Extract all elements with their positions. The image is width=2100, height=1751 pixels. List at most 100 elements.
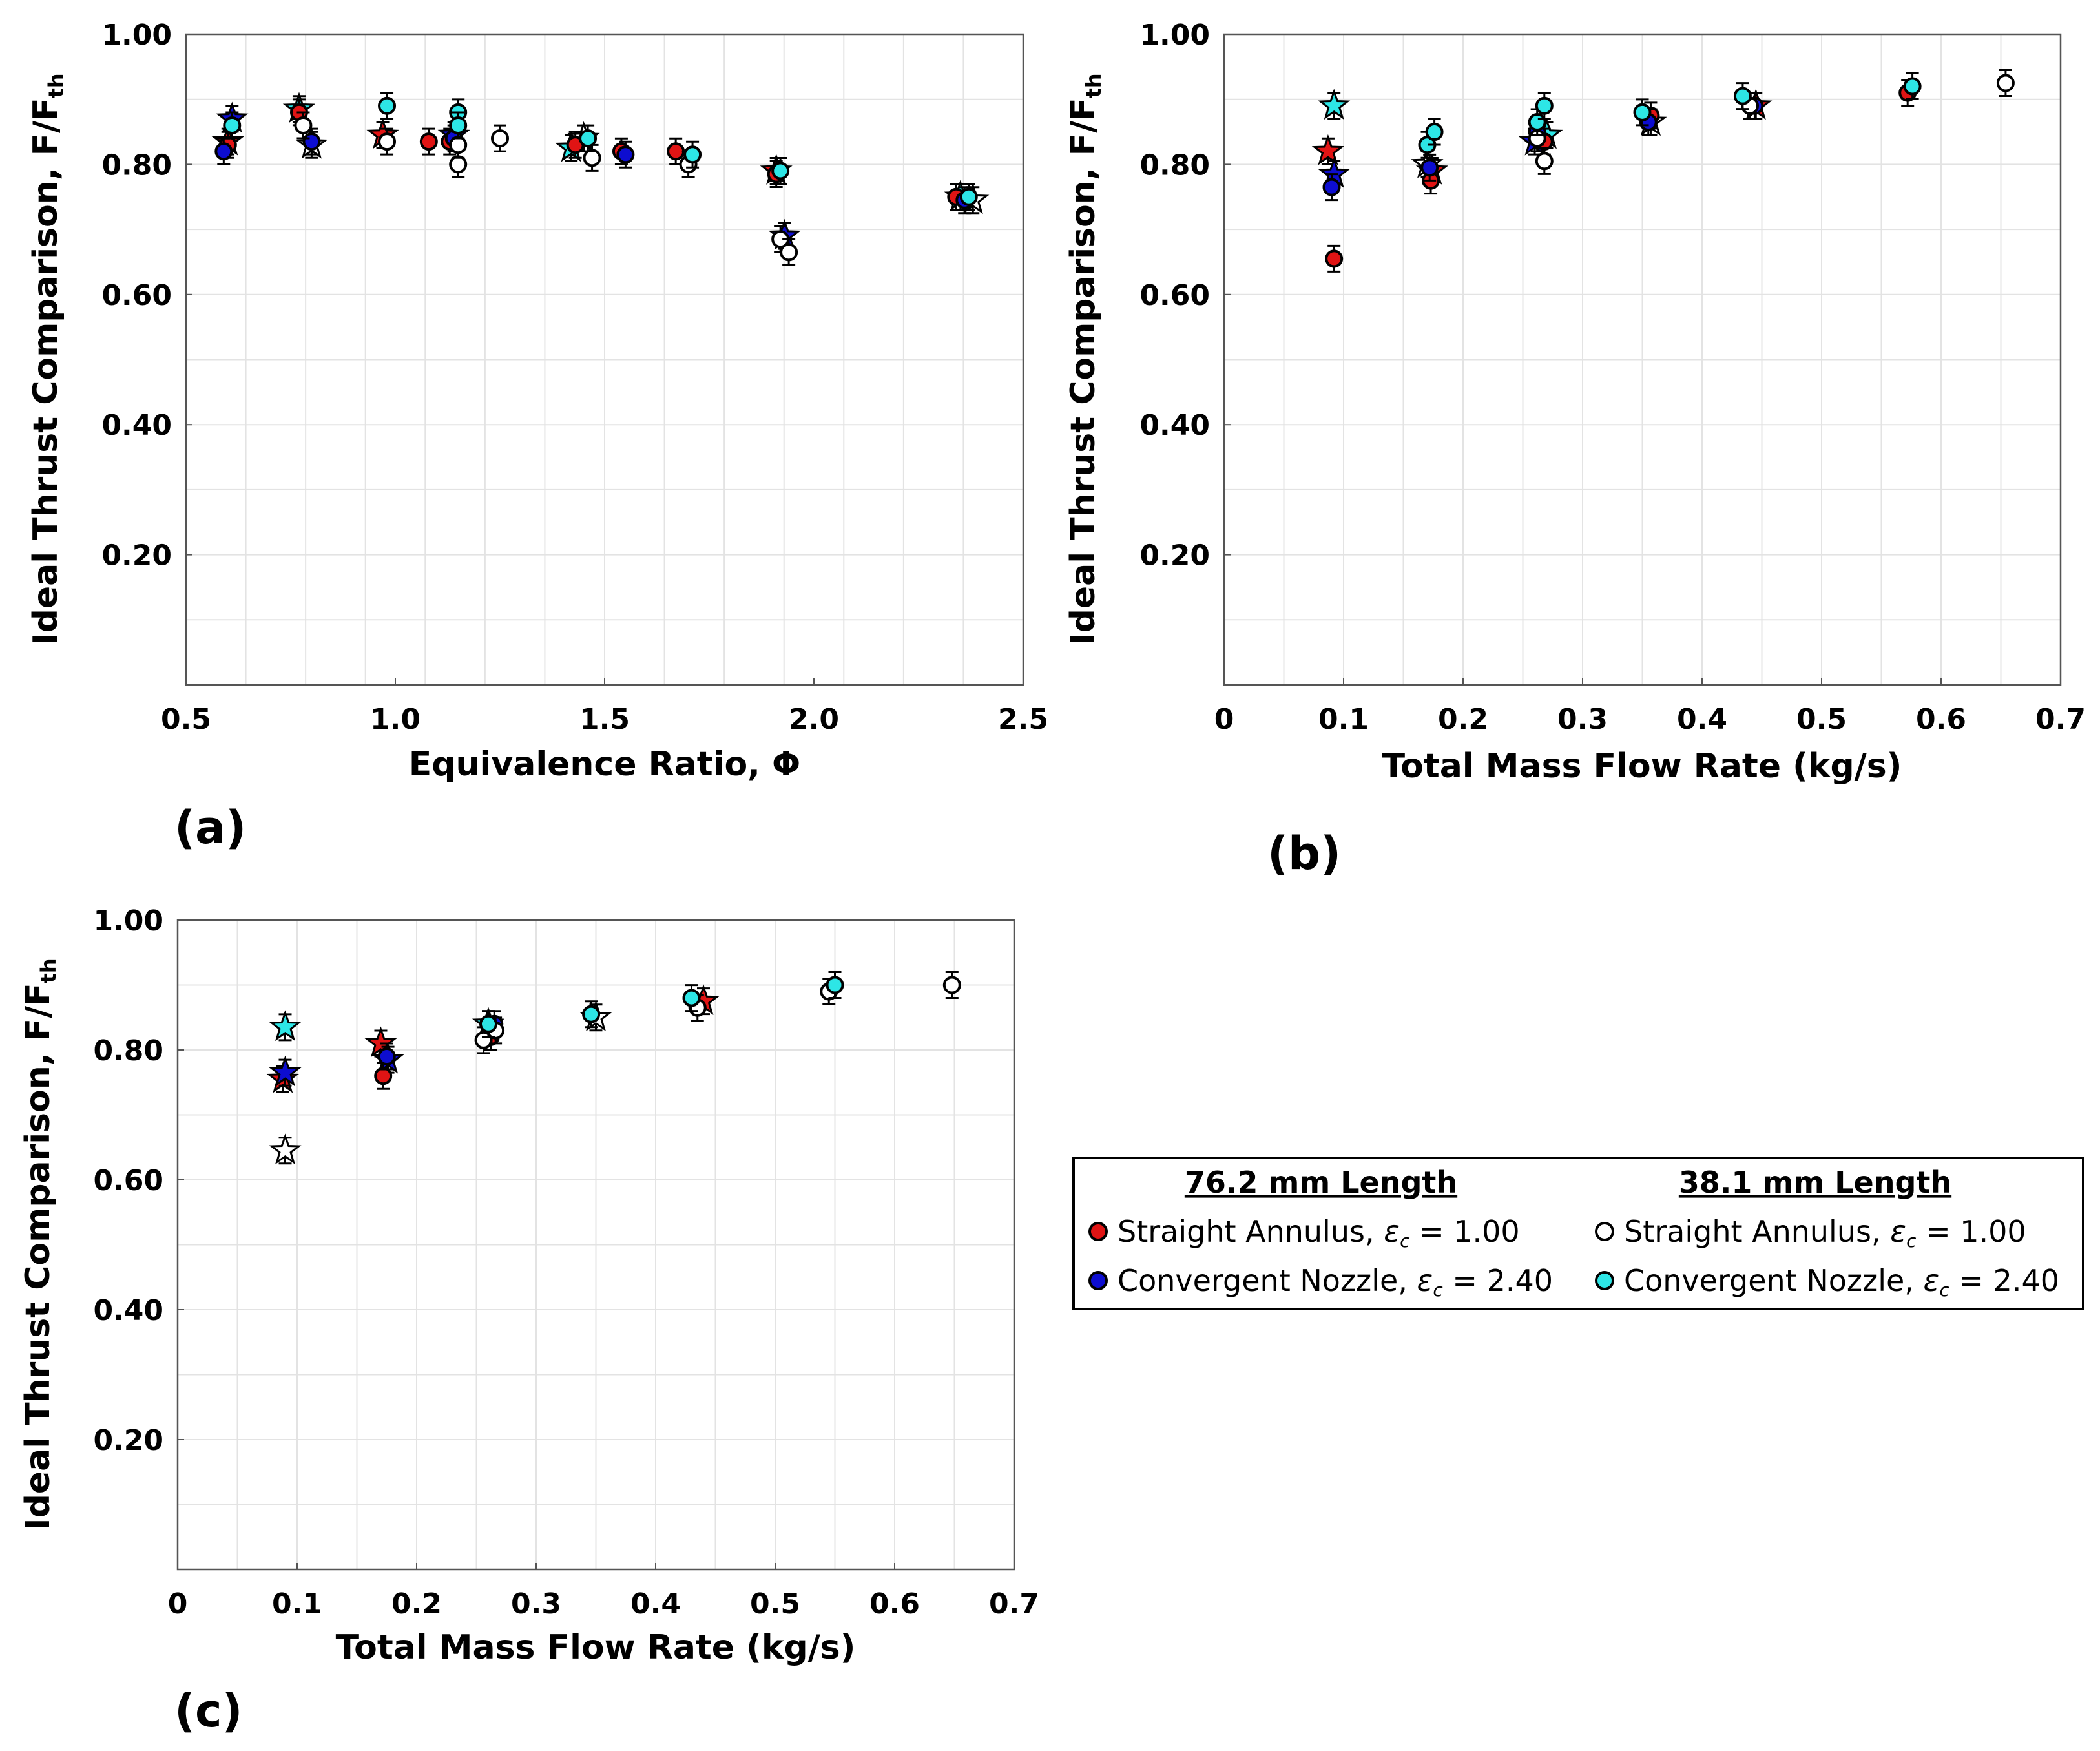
data-point-star: [1318, 89, 1351, 120]
y-tick-label: 1.00: [101, 19, 172, 52]
data-point-star: [269, 1055, 302, 1087]
x-tick-label: 2.5: [998, 703, 1048, 736]
data-point: [1325, 249, 1344, 268]
data-point: [294, 116, 313, 134]
data-point: [1535, 152, 1554, 171]
x-tick-label: 0.4: [1677, 703, 1727, 736]
x-tick-label: 0.3: [1557, 703, 1608, 736]
data-marks-a: [211, 92, 990, 266]
legend-marker-straight-38: [1595, 1222, 1614, 1241]
legend-marker-convergent-38: [1595, 1271, 1614, 1290]
y-tick-label: 0.40: [1139, 409, 1210, 442]
tick-labels-b: 0.20 0.40 0.60 0.80 1.00 0 0.1 0.2 0.3 0.4 0.5 0.6 0…: [1139, 19, 2086, 736]
tick-labels-a: 0.20 0.40 0.60 0.80 1.00 0.5 1.0 1.5 2.0 2.5: [101, 19, 1048, 736]
x-tick-label: 0: [168, 1588, 188, 1620]
data-point: [223, 116, 242, 134]
y-tick-label: 0.60: [1139, 279, 1210, 312]
y-tick-label: 1.00: [93, 905, 163, 938]
x-tick-label: 0.5: [750, 1588, 800, 1620]
data-point: [1420, 158, 1439, 177]
x-tick-label: 0.5: [161, 703, 211, 736]
data-point: [214, 142, 233, 161]
x-tick-label: 0.1: [1318, 703, 1369, 736]
x-tick-label: 0.2: [1438, 703, 1488, 736]
x-tick-label: 0.6: [1916, 703, 1966, 736]
data-point-star: [269, 1133, 302, 1165]
legend-marker-straight-76: [1088, 1222, 1108, 1241]
legend-label-straight-76: Straight Annulus, εc = 1.00: [1118, 1214, 1520, 1252]
data-point: [302, 132, 321, 151]
data-point: [449, 116, 468, 134]
data-point: [683, 145, 702, 164]
y-tick-label: 0.80: [93, 1034, 163, 1067]
chart-panel-c: 0.20 0.40 0.60 0.80 1.00 0 0.1 0.2 0.3 0.4 0.5 0.6 0…: [19, 905, 1039, 1737]
data-point-star: [1311, 134, 1345, 165]
legend-label-straight-38: Straight Annulus, εc = 1.00: [1624, 1214, 2026, 1252]
data-point: [1633, 103, 1652, 121]
data-point-star: [364, 1026, 397, 1058]
data-point: [1322, 178, 1341, 196]
data-point: [667, 142, 685, 161]
data-point: [959, 187, 978, 206]
data-marks-b: [1311, 69, 2015, 273]
x-tick-label: 0.2: [391, 1588, 442, 1620]
data-point: [449, 155, 468, 174]
y-tick-label: 0.40: [93, 1294, 163, 1327]
data-point: [377, 1047, 396, 1066]
x-tick-label: 0.7: [2035, 703, 2086, 736]
y-tick-label: 0.20: [1139, 540, 1210, 572]
data-point: [1425, 123, 1444, 142]
x-tick-label: 0: [1214, 703, 1234, 736]
x-axis-label-c: Total Mass Flow Rate (kg/s): [336, 1628, 856, 1667]
data-point: [419, 132, 438, 151]
y-tick-label: 0.60: [93, 1164, 163, 1197]
grid-b: [1224, 34, 2061, 685]
data-point: [942, 976, 961, 994]
plot-frame-b: [1223, 33, 2062, 686]
x-tick-label: 2.0: [789, 703, 839, 736]
panel-label-c: (c): [174, 1684, 242, 1737]
data-point: [780, 243, 798, 262]
y-tick-label: 0.80: [1139, 149, 1210, 182]
data-point: [1996, 74, 2015, 92]
y-tick-label: 0.60: [101, 279, 172, 312]
y-tick-label: 1.00: [1139, 19, 1210, 52]
y-tick-label: 0.80: [101, 149, 172, 182]
data-point: [1733, 87, 1752, 105]
y-tick-label: 0.20: [101, 540, 172, 572]
x-tick-label: 0.6: [869, 1588, 920, 1620]
legend-marker-convergent-76: [1088, 1271, 1108, 1290]
x-tick-label: 1.5: [579, 703, 630, 736]
panel-label-b: (b): [1267, 827, 1341, 880]
tick-labels-c: 0.20 0.40 0.60 0.80 1.00 0 0.1 0.2 0.3 0.4 0.5 0.6 0…: [93, 905, 1039, 1620]
y-tick-label: 0.20: [93, 1424, 163, 1457]
data-point: [378, 132, 397, 151]
y-axis-label-c: Ideal Thrust Comparison, F/Fth: [19, 958, 61, 1530]
data-point: [583, 149, 601, 167]
x-axis-label-b: Total Mass Flow Rate (kg/s): [1382, 747, 1902, 786]
y-tick-label: 0.40: [101, 409, 172, 442]
x-tick-label: 0.3: [511, 1588, 561, 1620]
data-point-star: [269, 1010, 302, 1042]
x-tick-label: 0.7: [989, 1588, 1039, 1620]
data-point: [449, 136, 468, 154]
x-tick-label: 0.4: [630, 1588, 681, 1620]
data-point: [491, 129, 509, 148]
data-point: [479, 1014, 497, 1033]
panel-label-a: (a): [174, 801, 246, 854]
legend-title-38: 38.1 mm Length: [1679, 1165, 1951, 1200]
x-tick-label: 0.5: [1796, 703, 1847, 736]
data-point: [1528, 112, 1546, 131]
chart-panel-a: 0.20 0.40 0.60 0.80 1.00 0.5 1.0 1.5 2.0 2.5 Equi…: [26, 19, 1048, 854]
plot-frame-c: [176, 919, 1015, 1571]
x-tick-label: 1.0: [370, 703, 421, 736]
data-point: [374, 1067, 393, 1085]
data-point: [771, 162, 790, 180]
data-point: [616, 145, 635, 164]
x-axis-label-a: Equivalence Ratio, Φ: [409, 745, 800, 784]
x-tick-label: 0.1: [272, 1588, 322, 1620]
grid-c: [178, 920, 1014, 1569]
data-point: [378, 96, 397, 115]
legend-label-convergent-38: Convergent Nozzle, εc = 2.40: [1624, 1263, 2059, 1301]
